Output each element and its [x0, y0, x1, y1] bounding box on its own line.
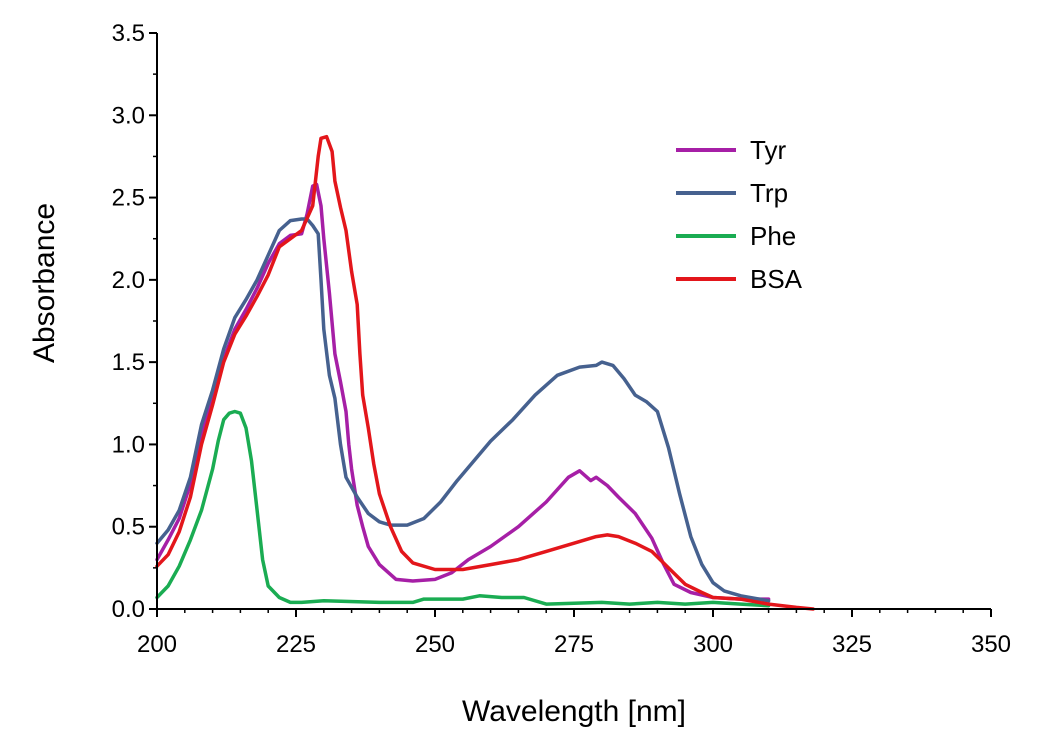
series-line-phe	[155, 409, 771, 608]
legend-label-phe: Phe	[750, 221, 796, 251]
y-tick-label: 2.5	[112, 185, 145, 212]
y-tick-label: 1.0	[112, 431, 145, 458]
x-tick-label: 200	[137, 631, 177, 658]
y-tick-label: 3.5	[112, 20, 145, 47]
x-tick-label: 325	[832, 631, 872, 658]
y-axis-title: Absorbance	[28, 203, 61, 363]
legend-label-trp: Trp	[750, 178, 788, 208]
series-line-trp	[155, 217, 771, 603]
y-tick-label: 2.0	[112, 267, 145, 294]
series-line-bsa	[155, 134, 815, 611]
legend-label-bsa: BSA	[750, 264, 803, 294]
y-tick-label: 3.0	[112, 102, 145, 129]
legend: Tyr Trp Phe BSA	[676, 135, 803, 294]
x-axis-title: Wavelength [nm]	[462, 695, 686, 728]
x-tick-label: 225	[276, 631, 316, 658]
x-tick-label: 300	[693, 631, 733, 658]
y-tick-label: 0.5	[112, 514, 145, 541]
series-layer	[155, 134, 815, 611]
series-line-tyr	[155, 182, 771, 601]
legend-label-tyr: Tyr	[750, 135, 786, 165]
y-tick-label: 0.0	[112, 596, 145, 623]
axes-layer: 0.0 0.5 1.0 1.5 2.0 2.5 3.0 3.5 200 225 250 275 300 3…	[112, 20, 1011, 658]
x-tick-label: 250	[415, 631, 455, 658]
y-tick-label: 1.5	[112, 349, 145, 376]
x-tick-label: 275	[554, 631, 594, 658]
x-tick-label: 350	[971, 631, 1011, 658]
